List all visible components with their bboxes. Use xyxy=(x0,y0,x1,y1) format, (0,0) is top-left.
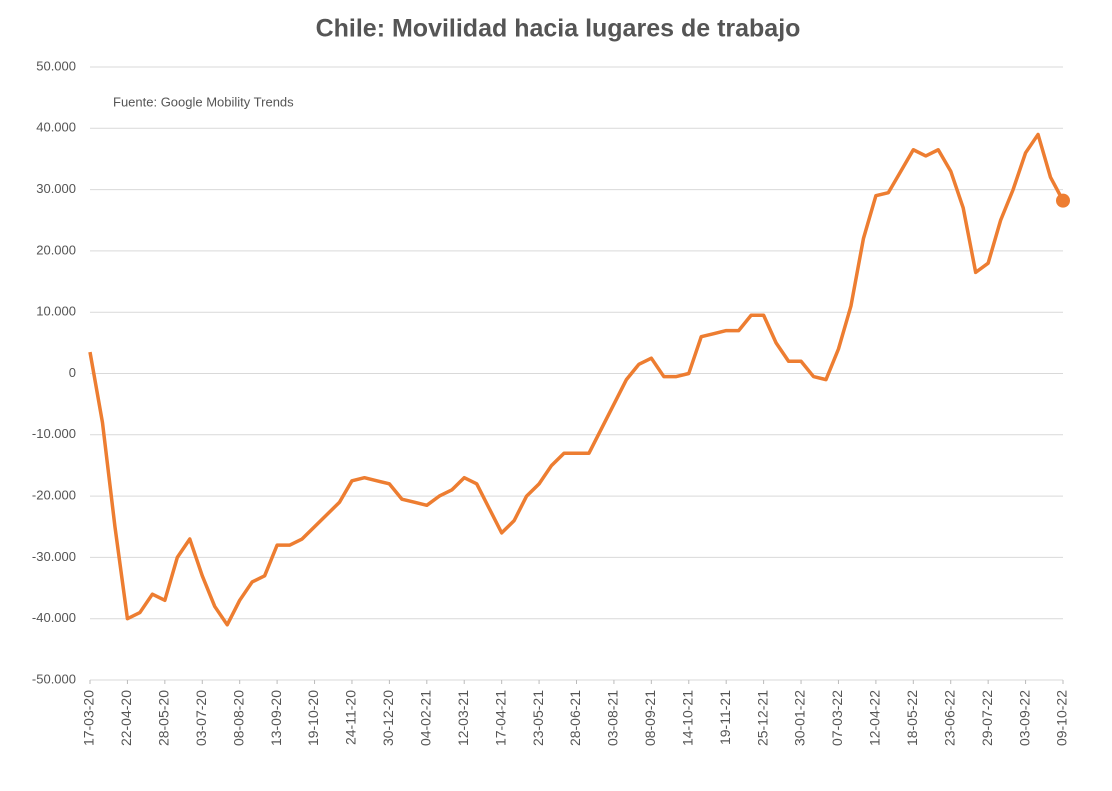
annotation: Fuente: Google Mobility Trends xyxy=(113,94,294,109)
x-tick-label: 30-12-20 xyxy=(380,690,396,746)
y-tick-label: -20.000 xyxy=(32,488,76,503)
x-tick-label: 28-06-21 xyxy=(567,690,583,746)
x-tick-label: 18-05-22 xyxy=(904,690,920,746)
x-tick-label: 29-07-22 xyxy=(979,690,995,746)
data-line xyxy=(88,132,1065,627)
y-tick-label: 10.000 xyxy=(36,304,76,319)
end-point xyxy=(1056,193,1070,208)
x-tick-label: 13-09-20 xyxy=(268,690,284,746)
x-tick-label: 30-01-22 xyxy=(792,690,808,746)
y-tick-label: 50.000 xyxy=(36,58,76,73)
x-tick-label: 22-04-20 xyxy=(118,690,134,746)
y-tick-label: 0 xyxy=(69,365,76,380)
x-tick-label: 08-09-21 xyxy=(642,690,658,746)
x-tick-label: 04-02-21 xyxy=(418,690,434,746)
y-tick-label: -40.000 xyxy=(32,610,76,625)
x-tick-label: 17-03-20 xyxy=(81,690,97,746)
y-tick-label: -10.000 xyxy=(32,426,76,441)
x-tick-label: 12-04-22 xyxy=(867,690,883,746)
x-tick-label: 07-03-22 xyxy=(829,690,845,746)
x-tick-label: 19-10-20 xyxy=(305,690,321,746)
chart-title: Chile: Movilidad hacia lugares de trabaj… xyxy=(316,15,801,43)
x-tick-label: 12-03-21 xyxy=(455,690,471,746)
x-tick-label: 19-11-21 xyxy=(717,690,733,745)
x-tick-label: 24-11-20 xyxy=(343,690,359,745)
x-tick-label: 09-10-22 xyxy=(1054,690,1070,746)
x-tick-label: 03-07-20 xyxy=(193,690,209,746)
x-tick-label: 28-05-20 xyxy=(156,690,172,746)
y-tick-label: 40.000 xyxy=(36,120,76,135)
x-tick-label: 14-10-21 xyxy=(679,690,695,746)
x-tick-label: 03-09-22 xyxy=(1016,690,1032,746)
x-tick-label: 03-08-21 xyxy=(605,690,621,746)
y-tick-label: -30.000 xyxy=(32,549,76,564)
y-tick-label: -50.000 xyxy=(32,671,76,686)
y-tick-label: 30.000 xyxy=(36,181,76,196)
x-tick-label: 17-04-21 xyxy=(492,690,508,746)
y-tick-label: 20.000 xyxy=(36,242,76,257)
x-tick-label: 23-06-22 xyxy=(941,690,957,746)
x-tick-label: 25-12-21 xyxy=(754,690,770,746)
x-tick-label: 23-05-21 xyxy=(530,690,546,746)
x-tick-label: 08-08-20 xyxy=(230,690,246,746)
